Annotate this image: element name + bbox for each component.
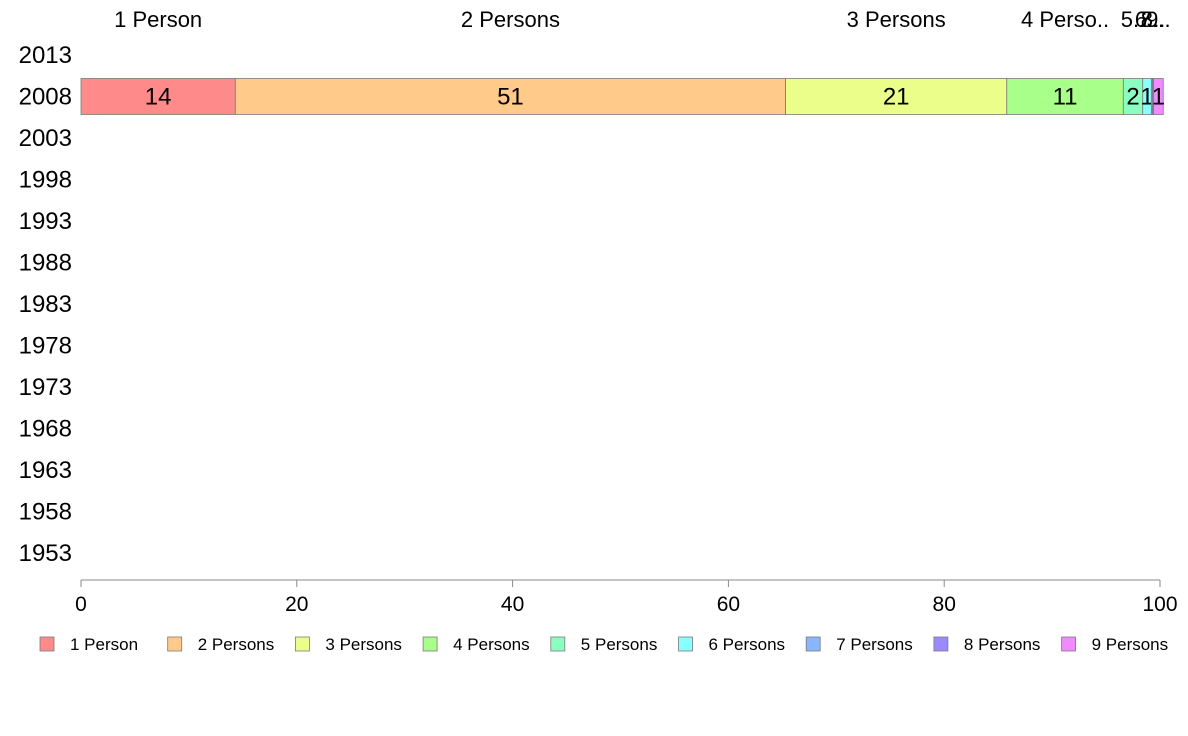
x-tick-label: 100 [1142, 593, 1177, 616]
legend-swatch [39, 636, 55, 652]
segment-top-label: 9.. [1146, 7, 1170, 32]
y-tick-label: 1978 [19, 333, 72, 360]
y-tick-label: 2008 [19, 84, 72, 111]
y-axis-tick-labels: 2013 2008 2003 1998 1993 1988 1983 1978 1973 1968… [19, 42, 72, 567]
segment-top-label: 2 Persons [461, 7, 560, 32]
y-tick-label: 2013 [19, 42, 72, 69]
y-tick-label: 1993 [19, 208, 72, 235]
y-tick-label: 1958 [19, 499, 72, 526]
segment-top-labels: 1 Person 2 Persons 3 Persons 4 Perso.. 5..6.… [114, 7, 1170, 32]
segment-top-label: 1 Person [114, 7, 202, 32]
bar-segment [785, 78, 1008, 115]
bar-segment [80, 78, 236, 115]
legend-swatch [933, 636, 949, 652]
segment-top-label: 8.. [1141, 7, 1165, 32]
bar-segment [1006, 78, 1124, 115]
segment-top-label: 6.. [1135, 7, 1159, 32]
legend-label: 6 Persons [709, 635, 786, 654]
y-tick-label: 2003 [19, 125, 72, 152]
legend-label: 5 Persons [581, 635, 658, 654]
bar-data-label: 2 [1126, 84, 1139, 111]
y-tick-label: 1983 [19, 291, 72, 318]
legend-swatch [422, 636, 438, 652]
legend-swatch [550, 636, 566, 652]
bar-segment [234, 78, 786, 115]
legend-label: 3 Persons [325, 635, 402, 654]
bar-data-label: 21 [883, 84, 910, 111]
legend-label: 8 Persons [964, 635, 1041, 654]
x-tick-label: 80 [933, 593, 956, 616]
legend-swatch [167, 636, 183, 652]
legend-label: 7 Persons [836, 635, 913, 654]
legend-label: 4 Persons [453, 635, 530, 654]
legend: 1 Person 2 Persons 3 Persons 4 Persons 5 Per… [39, 635, 1169, 654]
segment-top-label: 7.. [1140, 7, 1164, 32]
segment-top-label: 4 Perso.. [1021, 7, 1109, 32]
bar-data-label: 14 [145, 84, 172, 111]
bars: 14 51 21 11 2 11 [80, 78, 1165, 115]
segment-top-label: 3 Persons [847, 7, 946, 32]
y-tick-label: 1988 [19, 250, 72, 277]
x-tick-label: 60 [717, 593, 740, 616]
y-tick-label: 1963 [19, 457, 72, 484]
legend-swatch [294, 636, 310, 652]
y-tick-label: 1998 [19, 167, 72, 194]
legend-label: 9 Persons [1092, 635, 1169, 654]
x-tick-label: 40 [501, 593, 524, 616]
y-tick-label: 1968 [19, 416, 72, 443]
legend-swatch [805, 636, 821, 652]
bar-segment [1153, 78, 1164, 115]
legend-label: 1 Person [70, 635, 138, 654]
x-tick-label: 20 [285, 593, 308, 616]
y-tick-label: 1953 [19, 540, 72, 567]
segment-top-label: 5.. [1121, 7, 1145, 32]
y-tick-label: 1973 [19, 374, 72, 401]
bar-data-label: 11 [1053, 84, 1078, 111]
bar-data-label: 1 [1140, 84, 1153, 111]
x-axis: 0 20 40 60 80 100 [75, 579, 1178, 616]
legend-swatch [678, 636, 693, 652]
bar-data-label: 51 [497, 84, 524, 111]
legend-swatch [1061, 636, 1076, 652]
x-tick-label: 0 [75, 593, 87, 616]
legend-label: 2 Persons [198, 635, 275, 654]
bar-data-label: 1 [1152, 84, 1165, 111]
